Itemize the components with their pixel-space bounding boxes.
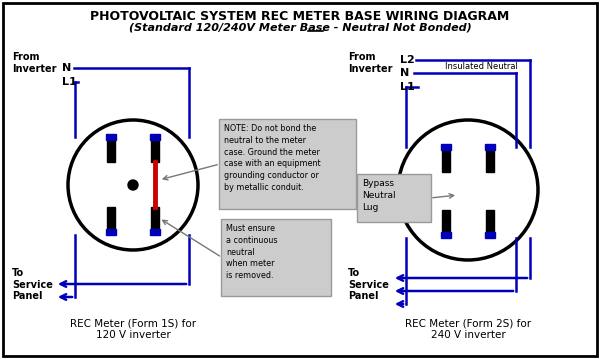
Bar [442, 150, 450, 172]
Circle shape [128, 180, 138, 190]
Text: N: N [400, 68, 409, 78]
FancyBboxPatch shape [221, 219, 331, 296]
Text: Insulated Neutral: Insulated Neutral [445, 62, 518, 71]
Bar [485, 144, 495, 150]
Text: (Standard 120/240V Meter Base - Neutral Not Bonded): (Standard 120/240V Meter Base - Neutral … [128, 22, 472, 32]
Bar [107, 207, 115, 229]
Bar [107, 140, 115, 162]
Bar [441, 144, 451, 150]
Text: L1: L1 [62, 77, 77, 87]
Text: From
Inverter: From Inverter [12, 52, 56, 74]
FancyBboxPatch shape [357, 174, 431, 222]
Bar [106, 134, 116, 140]
Bar [485, 232, 495, 238]
Circle shape [398, 120, 538, 260]
Text: Must ensure
a continuous
neutral
when meter
is removed.: Must ensure a continuous neutral when me… [226, 224, 277, 280]
Bar [106, 229, 116, 235]
Bar [150, 229, 160, 235]
Text: REC Meter (Form 1S) for
120 V inverter: REC Meter (Form 1S) for 120 V inverter [70, 318, 196, 340]
Circle shape [68, 120, 198, 250]
Bar [486, 150, 494, 172]
Bar [151, 207, 159, 229]
Text: From
Inverter: From Inverter [348, 52, 392, 74]
FancyBboxPatch shape [219, 119, 356, 209]
Text: To
Service
Panel: To Service Panel [348, 268, 389, 301]
Text: L2: L2 [400, 55, 415, 65]
Text: PHOTOVOLTAIC SYSTEM REC METER BASE WIRING DIAGRAM: PHOTOVOLTAIC SYSTEM REC METER BASE WIRIN… [91, 10, 509, 23]
Bar [486, 210, 494, 232]
Bar [151, 140, 159, 162]
Text: To
Service
Panel: To Service Panel [12, 268, 53, 301]
Text: NOTE: Do not bond the
neutral to the meter
case. Ground the meter
case with an e: NOTE: Do not bond the neutral to the met… [224, 124, 320, 192]
Bar [150, 134, 160, 140]
Text: L1: L1 [400, 82, 415, 92]
Text: REC Meter (Form 2S) for
240 V inverter: REC Meter (Form 2S) for 240 V inverter [405, 318, 531, 340]
Bar [441, 232, 451, 238]
Bar [442, 210, 450, 232]
Text: Bypass
Neutral
Lug: Bypass Neutral Lug [362, 179, 395, 211]
Text: N: N [62, 63, 71, 73]
